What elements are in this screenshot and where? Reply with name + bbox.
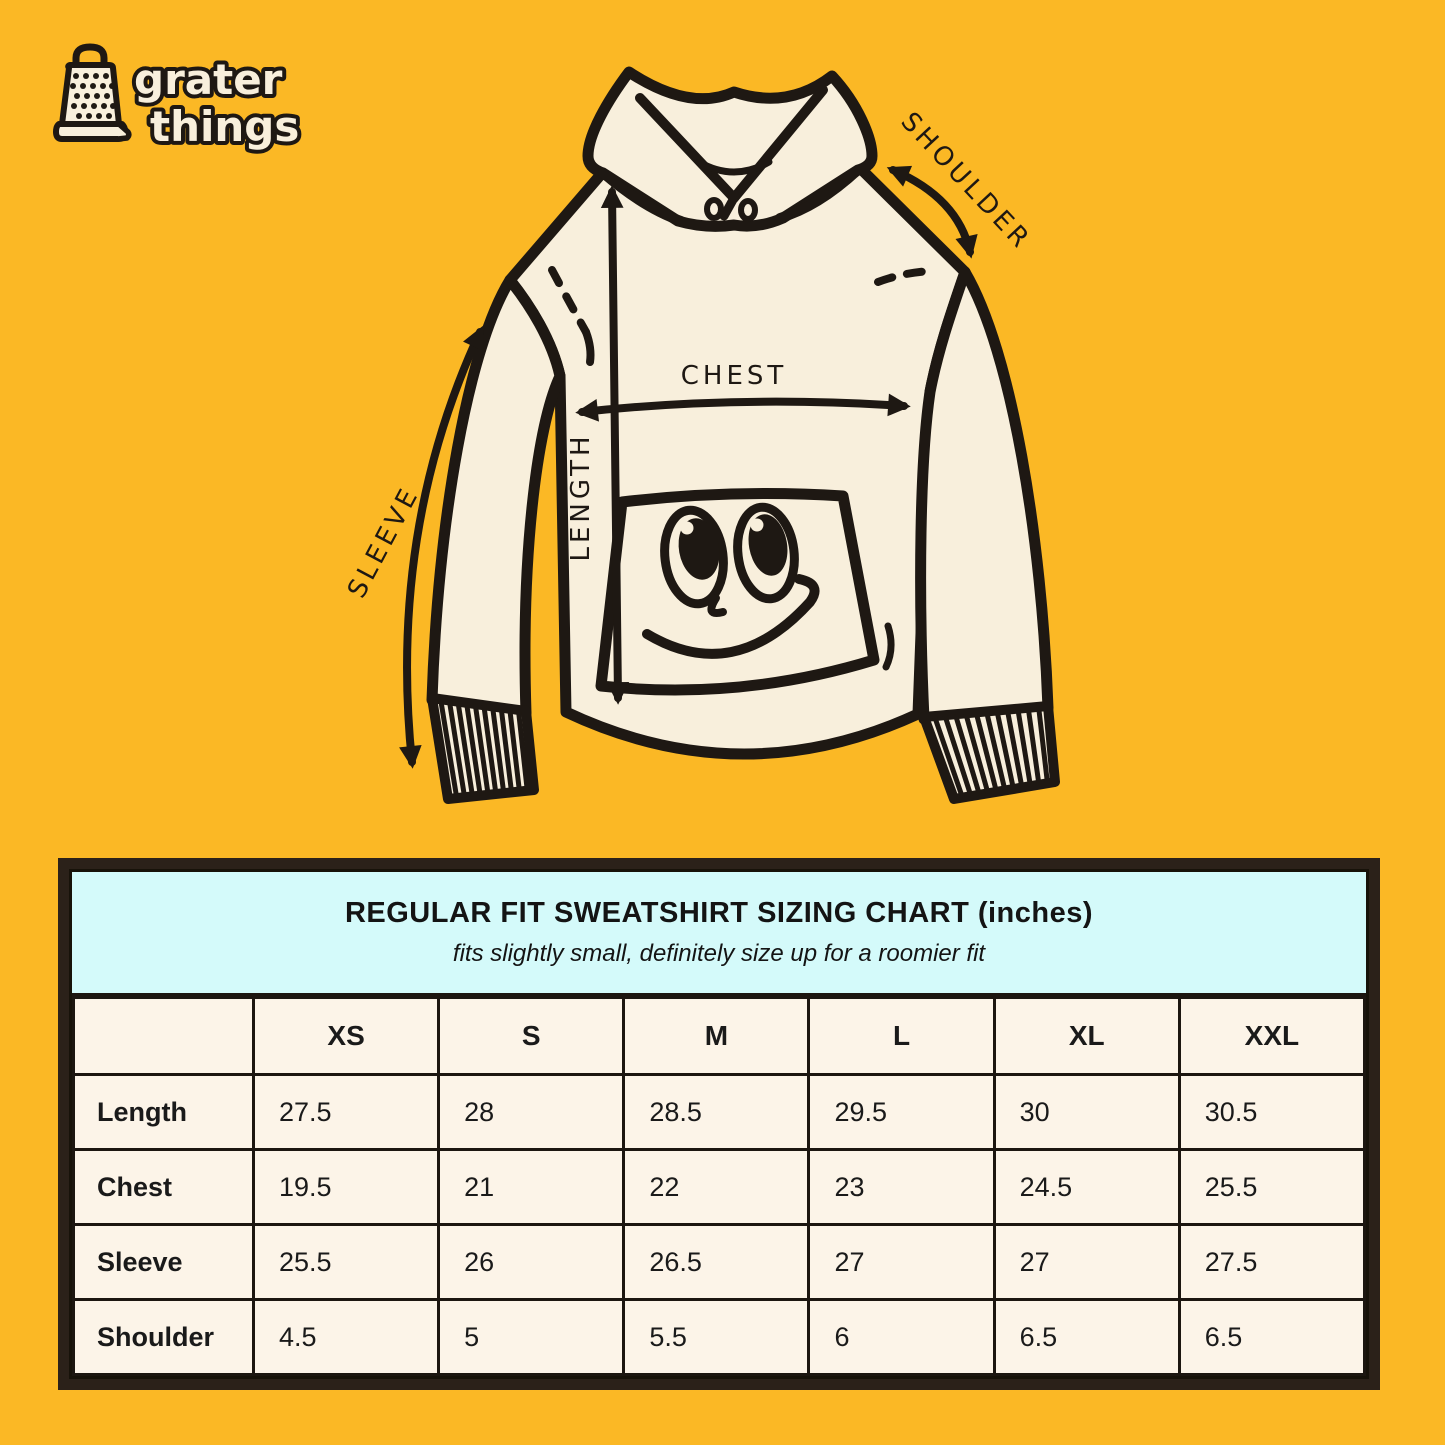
eyelet-left: [704, 197, 724, 221]
sleeve-s: 26: [437, 1223, 626, 1302]
size-col-header-l: L: [807, 995, 996, 1077]
length-m: 28.5: [622, 1073, 811, 1152]
size-col-header-xxl: XXL: [1177, 995, 1367, 1077]
corner-cell: [72, 995, 255, 1077]
nose: [707, 594, 727, 617]
right-eye: [733, 502, 799, 604]
chest-label: CHEST: [681, 361, 788, 391]
logo-text-things: things: [150, 102, 299, 151]
table-title: REGULAR FIT SWEATSHIRT SIZING CHART (inc…: [344, 897, 1094, 929]
row-label-length: Length: [72, 1073, 255, 1152]
row-label-shoulder: Shoulder: [72, 1298, 255, 1376]
brand-logo: grater things: [53, 43, 303, 155]
smile: [642, 574, 820, 659]
shoulder-xxl: 6.5: [1177, 1298, 1367, 1376]
sleeve-xl: 27: [992, 1223, 1181, 1302]
collar-left-sweep: [598, 168, 686, 226]
shoulder-l: 6: [807, 1298, 996, 1376]
size-header-row: XS S M L XL XXL: [72, 995, 1367, 1077]
left-underarm-line: [582, 328, 595, 366]
right-cuff: [919, 701, 1060, 804]
sizing-table: REGULAR FIT SWEATSHIRT SIZING CHART (inc…: [58, 858, 1380, 1390]
shoulder-xl: 6.5: [992, 1298, 1181, 1376]
left-sleeve: [426, 274, 566, 719]
sleeve-arrow: [399, 325, 484, 769]
right-sleeve: [915, 266, 1054, 725]
chest-arrow: [575, 393, 911, 422]
pocket: [595, 488, 880, 696]
back-neck-arc: [695, 158, 773, 176]
length-l: 29.5: [807, 1073, 996, 1152]
length-s: 28: [437, 1073, 626, 1152]
size-grid: XS S M L XL XXL Length 27.5 28 28.5 29.5…: [72, 995, 1367, 1376]
length-xs: 27.5: [251, 1073, 441, 1152]
left-eye: [660, 505, 728, 609]
chest-m: 22: [622, 1148, 811, 1227]
sizing-table-inner: REGULAR FIT SWEATSHIRT SIZING CHART (inc…: [69, 869, 1369, 1379]
hood-v-tail: [719, 193, 739, 221]
size-col-header-xl: XL: [992, 995, 1181, 1077]
measurement-arrows: [399, 165, 978, 769]
logo-text-grater: grater: [134, 55, 283, 104]
collar-right-sweep: [775, 165, 863, 223]
chest-xl: 24.5: [992, 1148, 1181, 1227]
right-raglan-seam: [874, 267, 936, 286]
length-arrow: [600, 185, 630, 705]
left-cuff: [427, 693, 539, 804]
sleeve-xxl: 27.5: [1177, 1223, 1367, 1302]
cheese-grater-icon: [53, 43, 132, 142]
chest-l: 23: [807, 1148, 996, 1227]
chest-s: 21: [437, 1148, 626, 1227]
length-label: LENGTH: [566, 432, 596, 561]
shoulder-m: 5.5: [622, 1298, 811, 1376]
size-col-header-m: M: [622, 995, 811, 1077]
row-label-sleeve: Sleeve: [72, 1223, 255, 1302]
table-header: REGULAR FIT SWEATSHIRT SIZING CHART (inc…: [72, 872, 1366, 996]
chest-xxl: 25.5: [1177, 1148, 1367, 1227]
table-row-chest: Chest 19.5 21 22 23 24.5 25.5: [72, 1148, 1367, 1227]
chest-xs: 19.5: [251, 1148, 441, 1227]
pocket-face: [595, 488, 895, 696]
sleeve-xs: 25.5: [251, 1223, 441, 1302]
shoulder-xs: 4.5: [251, 1298, 441, 1376]
sleeve-l: 27: [807, 1223, 996, 1302]
table-row-shoulder: Shoulder 4.5 5 5.5 6 6.5 6.5: [72, 1298, 1367, 1376]
sleeve-m: 26.5: [622, 1223, 811, 1302]
table-subtitle: fits slightly small, definitely size up …: [452, 940, 986, 967]
shoulder-arrow: [886, 165, 978, 259]
eyelet-right: [738, 198, 758, 222]
shoulder-s: 5: [437, 1298, 626, 1376]
row-label-chest: Chest: [72, 1148, 255, 1227]
table-row-sleeve: Sleeve 25.5 26 26.5 27 27 27.5: [72, 1223, 1367, 1302]
size-col-header-s: S: [437, 995, 626, 1077]
hoodie-illustration: LENGTH CHEST SLEEVE SHOULDER: [342, 66, 1060, 804]
left-raglan-seam: [548, 266, 590, 336]
length-xxl: 30.5: [1177, 1073, 1367, 1152]
table-row-length: Length 27.5 28 28.5 29.5 30 30.5: [72, 1073, 1367, 1152]
pocket-crease: [882, 622, 895, 671]
size-col-header-xs: XS: [251, 995, 441, 1077]
length-xl: 30: [992, 1073, 1181, 1152]
